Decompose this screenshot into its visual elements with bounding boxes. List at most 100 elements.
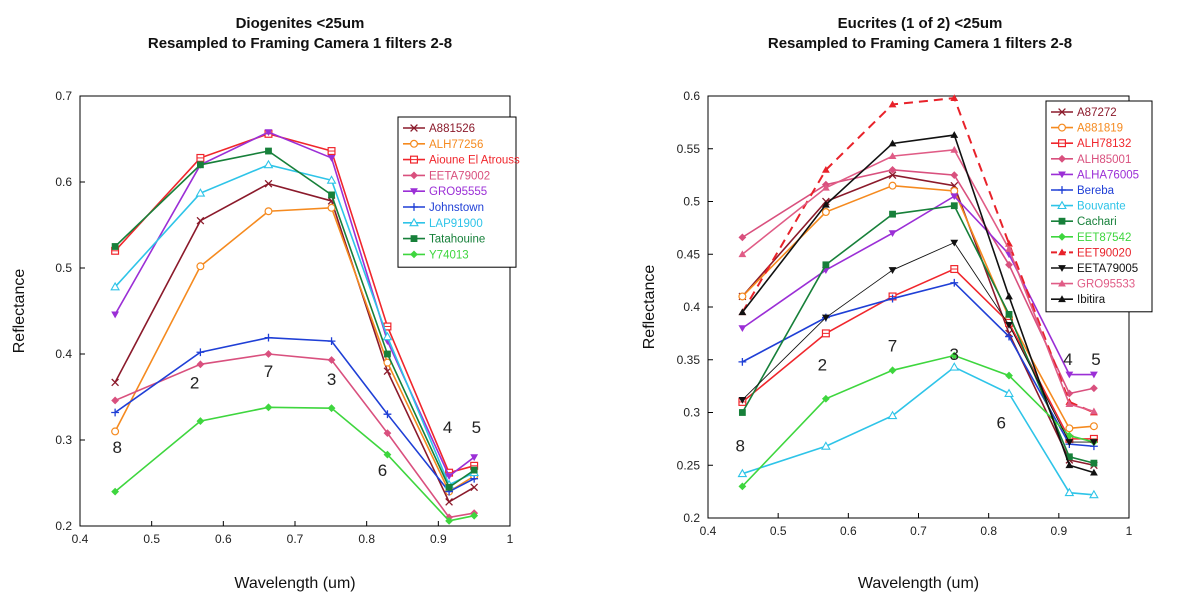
data-point bbox=[1005, 292, 1013, 300]
series-eeta79005 bbox=[738, 239, 1098, 446]
data-point bbox=[382, 331, 393, 341]
legend-marker bbox=[410, 124, 418, 132]
data-point bbox=[950, 239, 959, 247]
data-point bbox=[264, 333, 273, 342]
legend-label: EET87542 bbox=[1077, 232, 1131, 244]
data-point bbox=[1089, 422, 1098, 431]
data-point bbox=[738, 357, 747, 366]
data-point bbox=[950, 351, 959, 360]
y-axis-label: Reflectance bbox=[641, 265, 658, 350]
series-line bbox=[741, 169, 1095, 395]
data-point bbox=[888, 230, 897, 238]
legend-marker bbox=[1058, 108, 1066, 116]
chart-title-line: Eucrites (1 of 2) <25um bbox=[838, 15, 1003, 32]
x-axis-label: Wavelength (um) bbox=[234, 575, 355, 592]
data-point bbox=[111, 396, 120, 405]
data-point bbox=[1090, 468, 1098, 476]
data-point bbox=[264, 179, 273, 188]
data-point bbox=[1065, 453, 1073, 461]
legend-marker bbox=[1058, 279, 1066, 287]
legend: A881526 ALH77256 Aioune El Atrouss EETA7900… bbox=[397, 116, 520, 268]
data-point bbox=[949, 362, 960, 371]
data-point bbox=[1089, 489, 1099, 499]
legend-marker bbox=[1058, 154, 1066, 163]
series-alha76005 bbox=[738, 193, 1098, 379]
data-point bbox=[1005, 310, 1013, 318]
legend-marker bbox=[410, 171, 418, 180]
x-tick-label: 0.7 bbox=[287, 532, 304, 546]
legend-item: A881526 bbox=[403, 123, 475, 135]
legend-marker bbox=[1058, 123, 1067, 132]
data-point bbox=[1064, 487, 1075, 497]
series-tatahouine bbox=[111, 147, 478, 491]
data-point bbox=[1090, 384, 1098, 393]
data-point bbox=[326, 175, 337, 184]
legend-item: Bereba bbox=[1051, 185, 1115, 197]
data-point bbox=[950, 202, 958, 210]
data-point bbox=[327, 203, 336, 212]
filter-number-label: 3 bbox=[950, 345, 959, 364]
legend-label: A881526 bbox=[429, 123, 475, 135]
data-point bbox=[950, 131, 959, 138]
data-point bbox=[1065, 400, 1074, 407]
data-point bbox=[1090, 371, 1098, 379]
data-point bbox=[950, 171, 959, 180]
data-point bbox=[264, 207, 273, 216]
y-tick-label: 0.35 bbox=[677, 353, 701, 367]
data-point bbox=[1005, 260, 1013, 269]
diogenites-chart: Diogenites <25um Resampled to Framing Cam… bbox=[11, 15, 520, 592]
x-tick-label: 0.8 bbox=[980, 524, 997, 538]
legend: A87272 A881819 ALH78132 ALH85001 ALHA76005 Be… bbox=[1045, 100, 1153, 313]
data-point bbox=[327, 155, 336, 162]
data-point bbox=[738, 292, 747, 301]
data-point bbox=[888, 294, 897, 303]
data-point bbox=[445, 483, 453, 491]
y-tick-label: 0.45 bbox=[677, 247, 701, 261]
legend-item: Ibitira bbox=[1051, 294, 1106, 306]
data-point bbox=[888, 267, 897, 274]
data-point bbox=[888, 100, 897, 108]
series-eet90020 bbox=[738, 94, 1098, 416]
data-point bbox=[738, 482, 747, 491]
data-point bbox=[950, 94, 959, 102]
x-tick-label: 0.4 bbox=[72, 532, 89, 546]
data-point bbox=[384, 350, 391, 358]
data-point bbox=[196, 417, 205, 425]
x-tick-label: 0.5 bbox=[770, 524, 787, 538]
legend-item: ALHA76005 bbox=[1051, 169, 1139, 181]
legend-label: Bouvante bbox=[1077, 201, 1126, 213]
data-point bbox=[328, 191, 335, 199]
filter-number-label: 5 bbox=[1091, 350, 1100, 369]
legend-item: EET87542 bbox=[1051, 232, 1131, 244]
legend-marker bbox=[1058, 265, 1066, 272]
series-ibitira bbox=[738, 131, 1098, 476]
legend-label: GRO95555 bbox=[429, 186, 487, 198]
legend-item: A87272 bbox=[1051, 107, 1117, 119]
data-point bbox=[327, 337, 336, 345]
data-point bbox=[821, 208, 830, 217]
legend-label: A87272 bbox=[1077, 107, 1117, 119]
data-point bbox=[821, 441, 831, 450]
legend-box bbox=[397, 116, 517, 268]
data-point bbox=[383, 410, 392, 419]
data-point bbox=[264, 403, 273, 412]
data-point bbox=[950, 278, 959, 287]
filter-number-label: 8 bbox=[113, 438, 122, 457]
data-point bbox=[888, 366, 897, 375]
legend-item: Tatahouine bbox=[403, 234, 485, 246]
data-point bbox=[888, 165, 897, 174]
data-point bbox=[470, 454, 479, 462]
legend-marker bbox=[1058, 171, 1066, 179]
legend-item: EETA79005 bbox=[1051, 263, 1138, 275]
y-tick-label: 0.6 bbox=[55, 175, 72, 189]
legend-item: EETA79002 bbox=[403, 170, 490, 182]
data-point bbox=[111, 243, 119, 250]
y-tick-label: 0.6 bbox=[683, 89, 700, 103]
legend-label: A881819 bbox=[1077, 123, 1123, 135]
series-johnstown bbox=[111, 333, 479, 496]
data-point bbox=[888, 171, 897, 179]
series-line bbox=[114, 353, 475, 519]
data-point bbox=[1090, 459, 1098, 467]
data-point bbox=[195, 188, 206, 197]
legend-marker bbox=[1057, 200, 1067, 210]
